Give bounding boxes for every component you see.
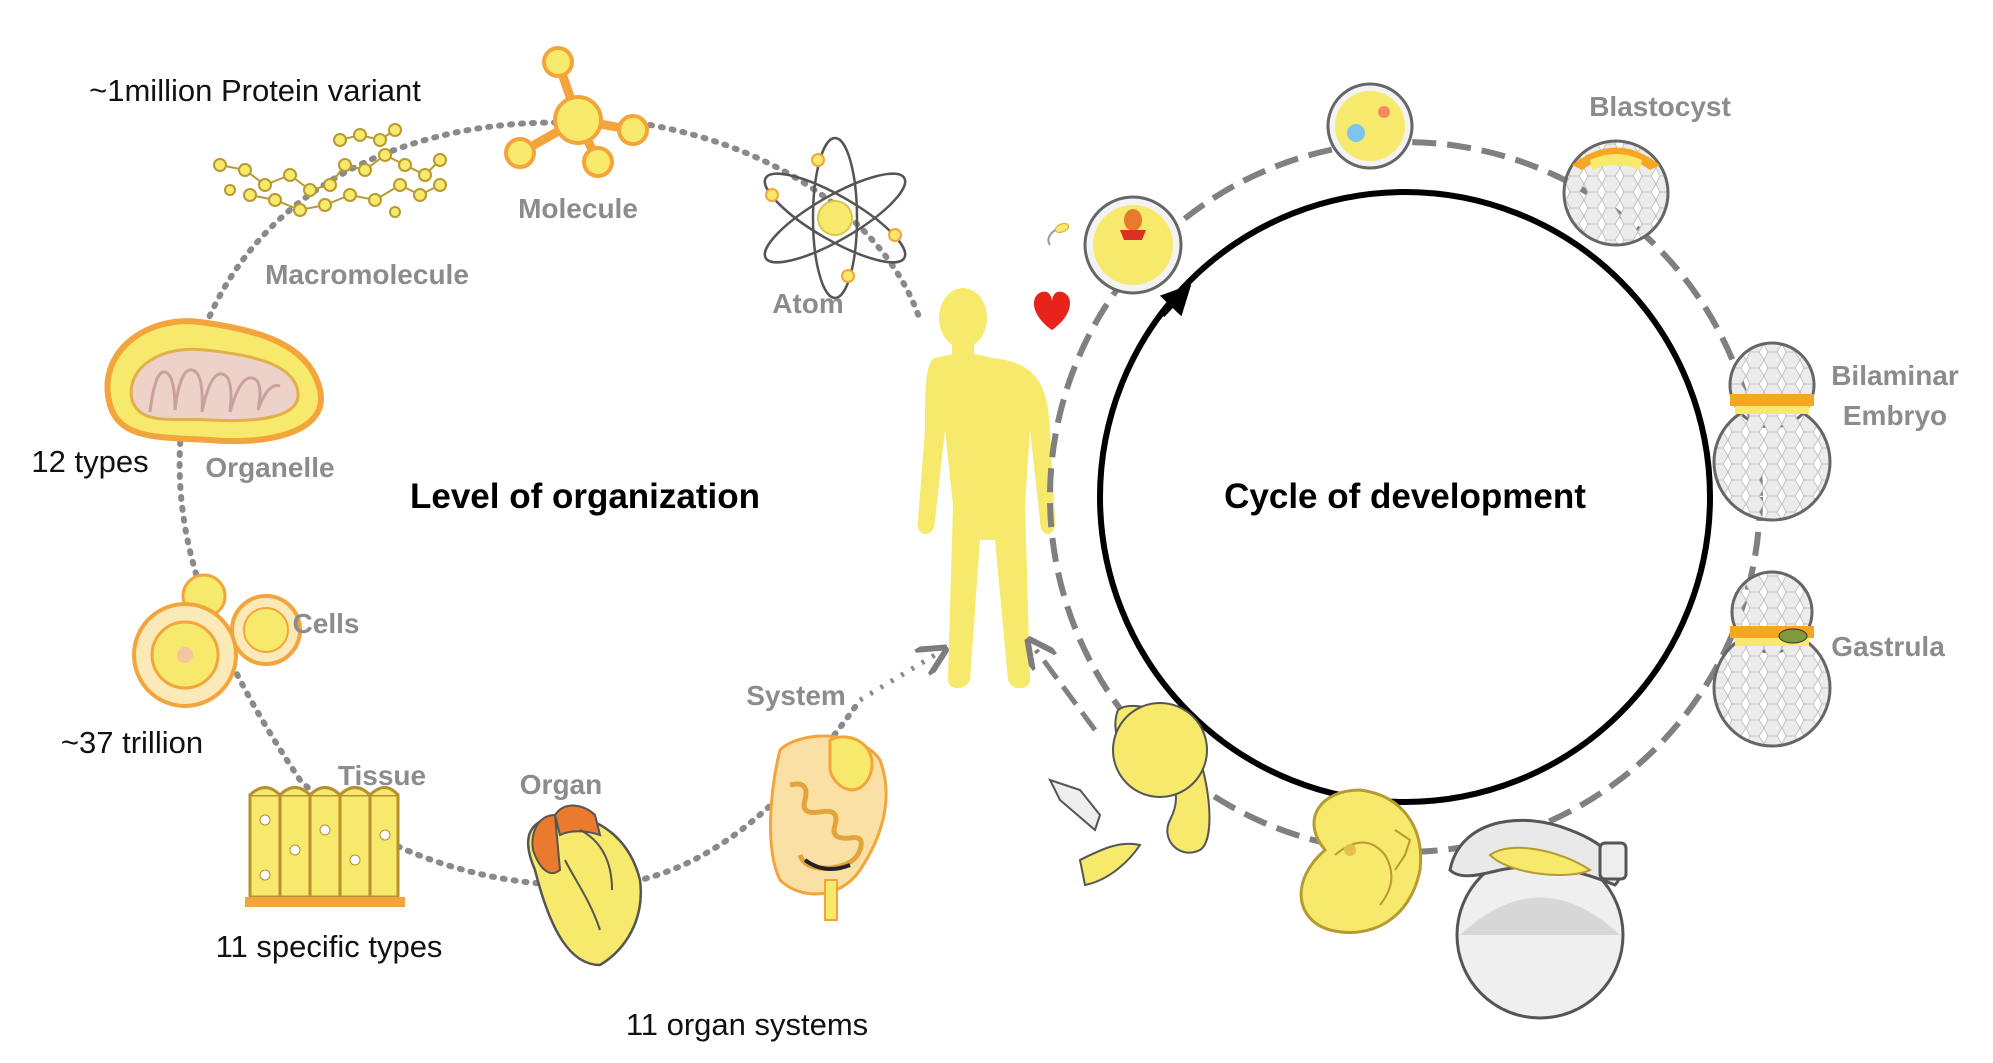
label-organ: Organ xyxy=(520,769,602,800)
label-embryo: Embryo xyxy=(1843,400,1947,431)
label-macromolecule: Macromolecule xyxy=(265,259,469,290)
heart-icon xyxy=(1033,291,1071,330)
left-title: Level of organization xyxy=(410,477,760,516)
digestive-system-icon xyxy=(769,734,888,921)
annotation-cell-count: ~37 trillion xyxy=(61,725,203,760)
annotation-organ-systems: 11 organ systems xyxy=(626,1007,868,1042)
organization-ring xyxy=(176,119,935,889)
heart-organ-icon xyxy=(526,804,643,967)
gastrula-icon xyxy=(1712,570,1832,748)
right-title: Cycle of development xyxy=(1224,477,1586,516)
label-organelle: Organelle xyxy=(205,452,334,483)
embryo-with-yolk-sac-icon xyxy=(1448,818,1628,1020)
mitochondrion-icon xyxy=(104,318,324,445)
label-atom: Atom xyxy=(772,288,844,319)
macromolecule-icon xyxy=(213,123,447,218)
bilaminar-embryo-icon xyxy=(1712,341,1832,522)
atom-icon xyxy=(763,136,907,300)
label-gastrula: Gastrula xyxy=(1831,631,1945,662)
label-molecule: Molecule xyxy=(518,193,638,224)
cycle-arrow xyxy=(1097,189,1713,805)
label-tissue: Tissue xyxy=(338,760,426,791)
label-system: System xyxy=(746,680,846,711)
label-bilaminar: Bilaminar xyxy=(1831,360,1959,391)
curled-embryo-icon xyxy=(1299,788,1423,934)
fetus-icon xyxy=(1048,702,1211,887)
sperm-icon xyxy=(1047,223,1070,246)
blastocyst-icon xyxy=(1562,139,1670,247)
molecule-icon xyxy=(504,46,649,178)
tissue-icon xyxy=(245,786,405,907)
annotation-organelle-types: 12 types xyxy=(31,444,148,479)
annotation-tissue-types: 11 specific types xyxy=(216,929,443,964)
fertilized-egg-icon xyxy=(1083,195,1183,295)
zygote-icon xyxy=(1326,82,1414,170)
annotation-protein: ~1million Protein variant xyxy=(89,73,421,108)
label-cells: Cells xyxy=(293,608,360,639)
cells-icon xyxy=(132,573,302,708)
human-figure-icon xyxy=(917,288,1056,689)
label-blastocyst: Blastocyst xyxy=(1589,91,1731,122)
